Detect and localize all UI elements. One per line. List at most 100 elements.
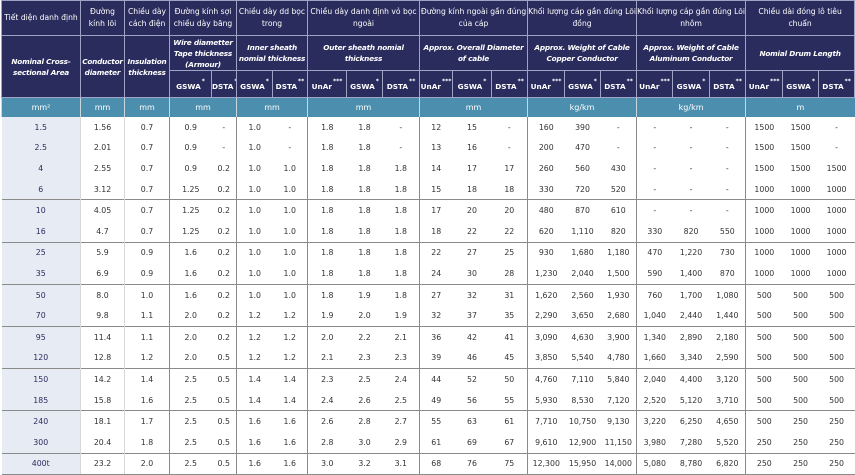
subcolumn-label: DSTA: [495, 81, 517, 91]
value-cell: 330: [527, 178, 565, 200]
cross-section-cell: 50: [1, 283, 81, 306]
unit-label: mm: [419, 97, 528, 117]
value-cell: 0.5: [217, 353, 230, 363]
unit-label: mm: [307, 97, 420, 117]
value-cell: 3,710: [716, 395, 739, 405]
value-cell: 1.4: [283, 395, 296, 405]
value-cell: 1.6: [236, 431, 273, 453]
value-cell: 3.1: [382, 452, 420, 475]
value-cell: 2.5: [169, 368, 212, 390]
table-row: 2.5 2.01 0.7 0.9-1.0-1.8 1.8-13 16-200 470- - - -…: [1, 137, 855, 159]
value-cell: 22: [419, 241, 453, 264]
subcolumn-header: UnAr***: [419, 70, 454, 98]
value-cell: 2.5: [169, 431, 212, 453]
value-cell: 250: [793, 437, 809, 447]
value-cell: 260: [527, 158, 565, 179]
subcolumn-label: GSWA: [786, 81, 811, 91]
value-cell: -: [672, 199, 710, 221]
value-cell: 1,440: [716, 311, 739, 321]
value-cell: 32: [419, 305, 453, 327]
value-cell: 0.5: [211, 452, 237, 475]
value-cell: 0.7: [124, 178, 170, 200]
column-header-en: Outer sheath nomial thickness: [307, 35, 421, 71]
value-cell: 3,220: [636, 410, 673, 432]
value-cell: 1000: [790, 226, 811, 236]
value-cell: 25: [491, 241, 528, 264]
value-cell: 870: [564, 199, 601, 221]
value-cell: 1.2: [236, 325, 273, 348]
footnote-mark: *: [702, 77, 706, 85]
subcolumn-label: UnAr: [639, 81, 660, 91]
value-cell: 930: [527, 241, 565, 264]
value-cell: 1,080: [709, 283, 746, 306]
column-header-en: Wire diametter Tape thickness (Armour): [169, 35, 237, 71]
footnote-mark: *: [201, 77, 205, 85]
value-cell: 1,700: [672, 283, 710, 306]
value-cell: 1.0: [236, 178, 273, 200]
value-cell: 500: [829, 353, 845, 363]
subcolumn-header: UnAr***: [527, 70, 566, 98]
cross-section-cell: 70: [1, 305, 81, 327]
value-cell: 16: [467, 143, 477, 153]
value-cell: 2,440: [679, 311, 703, 321]
value-cell: 500: [782, 325, 819, 348]
value-cell: 250: [745, 431, 783, 453]
value-cell: 1000: [790, 268, 811, 278]
value-cell: -: [222, 143, 226, 153]
value-cell: 870: [719, 268, 735, 278]
value-cell: 500: [745, 325, 783, 348]
footnote-mark: *: [265, 77, 269, 85]
value-cell: 560: [575, 163, 590, 173]
subcolumn-header: GSWA*: [169, 70, 212, 98]
value-cell: 250: [818, 452, 855, 475]
header-row-units: mm² mm mm mm mm mm mm kg/km kg/km m: [1, 97, 855, 117]
value-cell: 0.2: [211, 199, 237, 221]
value-cell: 2,520: [636, 389, 673, 411]
cross-section-cell: 6: [1, 178, 81, 200]
value-cell: 2,560: [564, 283, 601, 306]
value-cell: 1.6: [272, 410, 308, 432]
value-cell: 1,500: [607, 268, 630, 278]
column-header-vi: Chiều dài đóng lô tiêu chuẩn: [745, 0, 855, 36]
value-cell: 2.55: [80, 158, 125, 179]
table-row: 240 18.1 1.7 2.5 0.5 1.6 1.6 2.6 2.8 2.7 55 63 61 7,7…: [1, 410, 855, 432]
table-body: 1.5 1.56 0.7 0.9-1.0-1.8 1.8-12 15-160 390- - - -…: [1, 117, 855, 475]
cross-section-cell: 95: [1, 325, 81, 348]
value-cell: 75: [491, 452, 528, 475]
value-cell: 500: [745, 347, 783, 369]
value-cell: 2.5: [169, 410, 212, 432]
subcolumn-header: DSTA**: [211, 70, 237, 98]
value-cell: 1.6: [236, 452, 273, 475]
value-cell: 1000: [745, 241, 783, 264]
value-cell: 1.6: [169, 283, 212, 306]
value-cell: 0.2: [217, 184, 230, 194]
column-header-vi: Chiều dày cách điện: [124, 0, 170, 36]
value-cell: 730: [709, 241, 746, 264]
value-cell: -: [689, 122, 693, 132]
value-cell: 17: [419, 199, 453, 221]
value-cell: 4,400: [672, 368, 710, 390]
value-cell: 2.1: [307, 347, 347, 369]
value-cell: 1000: [745, 199, 783, 221]
subcolumn-header: DSTA**: [818, 70, 855, 98]
value-cell: 1,220: [672, 241, 710, 264]
value-cell: 2.0: [169, 305, 212, 327]
value-cell: 1.0: [283, 184, 296, 194]
value-cell: 45: [504, 353, 515, 363]
value-cell: 1.4: [236, 368, 273, 390]
value-cell: -: [288, 122, 292, 132]
value-cell: 1.0: [236, 137, 273, 159]
value-cell: 0.7: [124, 199, 170, 221]
subcolumn-label: GSWA: [568, 81, 593, 91]
value-cell: 500: [793, 353, 809, 363]
value-cell: 0.2: [211, 241, 237, 264]
header-row-subcolumns: GSWA*DSTA**GSWA*DSTA**UnAr***GSWA*DSTA**…: [2, 70, 855, 98]
value-cell: 52: [452, 368, 492, 390]
value-cell: 35: [504, 311, 515, 321]
footnote-mark: ***: [332, 77, 343, 85]
value-cell: 50: [491, 368, 528, 390]
value-cell: 1500: [745, 117, 783, 138]
value-cell: 1.8: [358, 163, 371, 173]
footnote-mark: ***: [441, 77, 452, 85]
table-row: 1.5 1.56 0.7 0.9-1.0-1.8 1.8-12 15-160 390- - - -…: [1, 117, 855, 138]
